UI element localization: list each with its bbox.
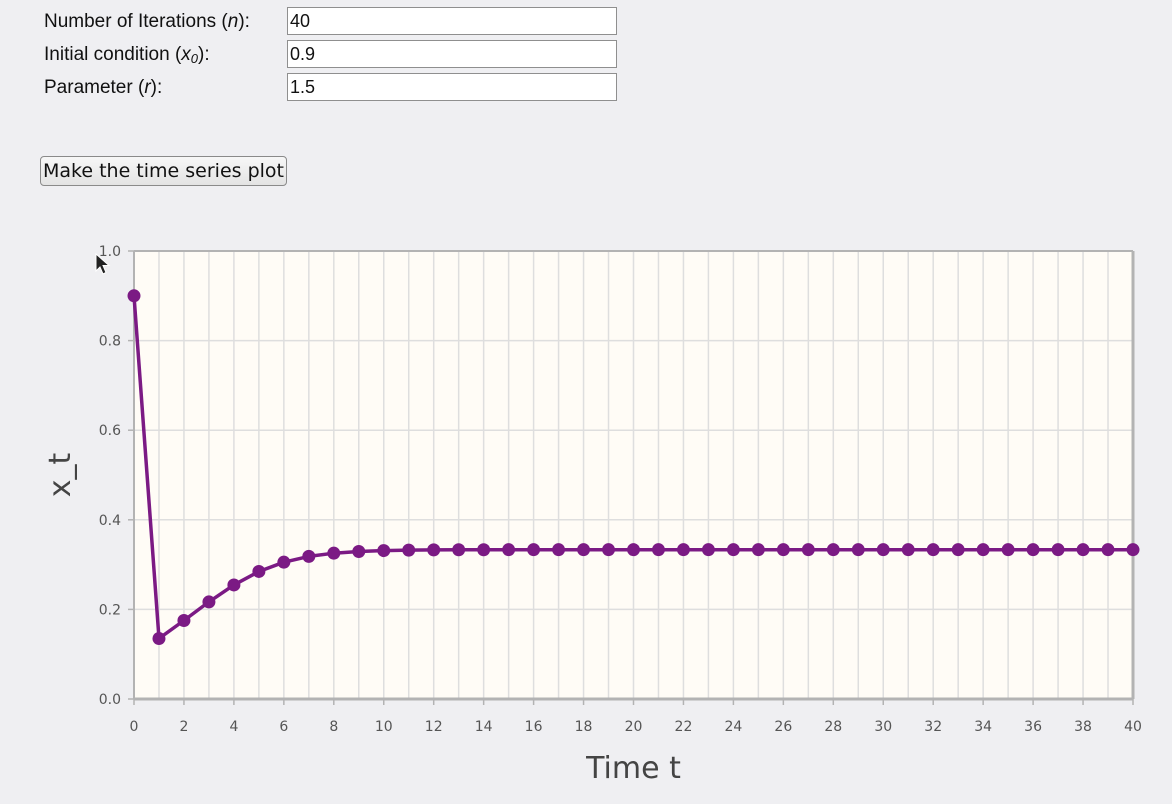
data-point <box>377 544 391 558</box>
y-tick-label: 0.6 <box>99 423 121 439</box>
data-point <box>552 543 566 557</box>
iterations-row: Number of Iterations (n): <box>44 7 644 37</box>
data-point <box>127 289 141 303</box>
data-point <box>352 544 366 558</box>
x-tick-label: 12 <box>425 719 443 735</box>
iterations-label: Number of Iterations (n): <box>44 11 250 32</box>
x-tick-label: 4 <box>229 719 238 735</box>
y-axis-title: x_t <box>43 453 78 498</box>
x-tick-label: 22 <box>675 719 693 735</box>
data-point <box>602 543 616 557</box>
data-point <box>277 555 291 569</box>
data-point <box>776 543 790 557</box>
data-point <box>1126 543 1140 557</box>
x-tick-label: 40 <box>1124 719 1142 735</box>
data-point <box>1051 543 1065 557</box>
data-point <box>502 543 516 557</box>
data-point <box>252 564 266 578</box>
data-point <box>627 543 640 557</box>
x-tick-label: 28 <box>824 719 842 735</box>
data-point <box>202 595 216 609</box>
series-layer <box>127 289 1140 646</box>
x-tick-label: 20 <box>625 719 643 735</box>
parameter-label: Parameter (r): <box>44 77 163 98</box>
tick-labels: 0 2 4 6 8 10 12 14 16 18 20 22 24 26 28 30 32 34 36 38 400.0… <box>99 244 1142 735</box>
x-tick-label: 34 <box>974 719 992 735</box>
data-point <box>427 543 441 557</box>
x-tick-label: 0 <box>130 719 139 735</box>
make-plot-button[interactable]: Make the time series plot <box>40 156 287 186</box>
x-tick-label: 18 <box>575 719 593 735</box>
data-point <box>227 578 241 592</box>
x-tick-label: 26 <box>774 719 792 735</box>
data-point <box>477 543 491 557</box>
x-tick-label: 2 <box>179 719 188 735</box>
x-tick-label: 24 <box>724 719 742 735</box>
data-point <box>726 543 740 557</box>
x-axis-title: Time t <box>585 751 681 786</box>
data-point <box>951 543 965 557</box>
data-point <box>452 543 466 557</box>
data-point <box>876 543 890 557</box>
data-point <box>976 543 990 557</box>
data-point <box>302 549 316 563</box>
data-point <box>1001 543 1015 557</box>
data-point <box>851 543 865 557</box>
y-tick-label: 0.4 <box>99 513 121 529</box>
parameter-input[interactable] <box>287 73 617 101</box>
initial-condition-row: Initial condition (x0): <box>44 40 644 70</box>
data-point <box>402 543 416 557</box>
data-point <box>701 543 715 557</box>
y-tick-label: 0.8 <box>99 334 121 350</box>
data-point <box>751 543 765 557</box>
x-tick-label: 36 <box>1024 719 1042 735</box>
x-tick-label: 8 <box>329 719 338 735</box>
initial-condition-label: Initial condition (x0): <box>44 44 210 66</box>
y-tick-label: 1.0 <box>99 244 121 260</box>
data-point <box>1101 543 1115 557</box>
data-point <box>826 543 840 557</box>
data-point <box>926 543 940 557</box>
data-point <box>177 614 191 628</box>
mouse-cursor-icon <box>95 252 111 275</box>
data-point <box>1076 543 1090 557</box>
data-point <box>676 543 690 557</box>
data-point <box>527 543 541 557</box>
data-point <box>327 546 341 560</box>
x-tick-label: 14 <box>475 719 493 735</box>
data-point <box>801 543 815 557</box>
data-point <box>901 543 915 557</box>
data-point <box>651 543 665 557</box>
iterations-input[interactable] <box>287 7 617 35</box>
data-point <box>1026 543 1040 557</box>
x-tick-label: 30 <box>874 719 892 735</box>
x-tick-label: 16 <box>525 719 543 735</box>
x-tick-label: 6 <box>279 719 288 735</box>
x-tick-label: 38 <box>1074 719 1092 735</box>
parameter-row: Parameter (r): <box>44 73 644 103</box>
x-tick-label: 10 <box>375 719 393 735</box>
grid-lines <box>133 250 1134 700</box>
data-point <box>577 543 591 557</box>
y-tick-label: 0.0 <box>99 692 121 708</box>
data-point <box>152 632 166 646</box>
y-tick-label: 0.2 <box>99 602 121 618</box>
x-tick-label: 32 <box>924 719 942 735</box>
initial-condition-input[interactable] <box>287 40 617 68</box>
